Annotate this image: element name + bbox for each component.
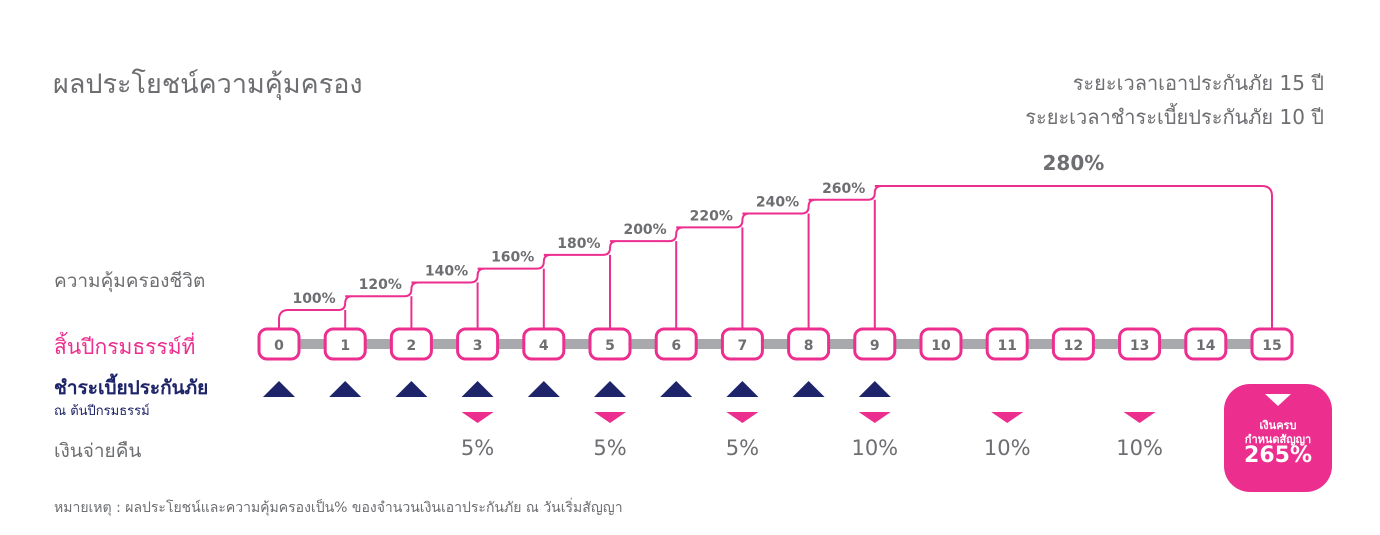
cashback-label: 10% — [1116, 436, 1163, 460]
year-box — [919, 327, 963, 361]
timeline-track — [279, 339, 1272, 349]
year-label: 1 — [340, 338, 350, 354]
year-label: 5 — [605, 338, 615, 354]
year-label: 15 — [1262, 338, 1281, 354]
coverage-label: 280% — [1043, 151, 1105, 175]
year-box — [1250, 327, 1294, 361]
coverage-step-line — [278, 185, 1273, 329]
year-label: 8 — [804, 338, 814, 354]
cashback-marker — [726, 412, 759, 423]
maturity-line1: เงินครบ — [1259, 419, 1297, 432]
maturity-value: 265% — [1244, 443, 1312, 468]
cashback-marker — [594, 412, 626, 423]
cashback-marker — [858, 412, 891, 423]
footnote: หมายเหตุ : ผลประโยชน์และความคุ้มครองเป็น… — [54, 500, 623, 516]
cashback-label: 10% — [984, 436, 1031, 460]
year-box — [1051, 327, 1095, 361]
premium-triangle — [594, 381, 626, 397]
coverage-label: 180% — [557, 236, 600, 252]
premium-sublabel: ณ ต้นปีกรมธรรม์ — [54, 404, 150, 419]
year-box — [522, 327, 566, 361]
year-label: 3 — [473, 338, 483, 354]
cashback-label: 5% — [726, 436, 759, 460]
year-label: 7 — [738, 338, 748, 354]
year-box — [588, 327, 632, 361]
premium-triangle — [792, 381, 825, 397]
year-box — [787, 327, 831, 361]
life-coverage-label: ความคุ้มครองชีวิต — [54, 270, 206, 292]
cashback-marker — [991, 412, 1024, 423]
year-box — [720, 327, 764, 361]
year-box — [853, 327, 897, 361]
year-box — [456, 327, 500, 361]
year-box — [654, 327, 698, 361]
premium-triangle — [660, 381, 693, 397]
coverage-label: 160% — [491, 250, 534, 266]
premium-triangle — [329, 381, 362, 397]
coverage-label: 140% — [425, 263, 468, 279]
year-label: 11 — [997, 338, 1016, 354]
year-label: 13 — [1130, 338, 1149, 354]
year-box — [389, 327, 433, 361]
year-box — [323, 327, 367, 361]
year-label: 0 — [274, 338, 284, 354]
premium-triangle — [461, 381, 494, 397]
premium-term: ระยะเวลาชำระเบี้ยประกันภัย 10 ปี — [1025, 105, 1324, 129]
year-box — [985, 327, 1029, 361]
coverage-label: 100% — [292, 291, 335, 307]
coverage-label: 200% — [623, 222, 666, 238]
year-label: 10 — [931, 338, 951, 354]
year-label: 14 — [1196, 338, 1216, 354]
year-label: 4 — [539, 338, 549, 354]
coverage-term: ระยะเวลาเอาประกันภัย 15 ปี — [1072, 71, 1324, 95]
cashback-marker — [1123, 412, 1156, 423]
year-box — [1118, 327, 1162, 361]
premium-triangle — [395, 381, 428, 397]
premium-triangle — [726, 381, 759, 397]
cashback-label: 5% — [461, 436, 494, 460]
coverage-label: 240% — [756, 195, 799, 211]
year-box — [257, 327, 301, 361]
premium-triangle — [527, 381, 560, 397]
cashback-marker — [461, 412, 494, 423]
cashback-label: 10% — [851, 436, 898, 460]
year-label: 9 — [870, 338, 880, 354]
premium-triangle — [858, 381, 891, 397]
year-label: 6 — [671, 338, 681, 354]
premium-label: ชำระเบี้ยประกันภัย — [54, 377, 209, 399]
coverage-label: 220% — [690, 208, 733, 224]
page-title: ผลประโยชน์ความคุ้มครอง — [53, 69, 363, 100]
cashback-label: 5% — [593, 436, 626, 460]
year-label: 12 — [1064, 338, 1083, 354]
policy-year-label: สิ้นปีกรมธรรม์ที่ — [54, 335, 196, 359]
coverage-label: 260% — [822, 181, 865, 197]
year-box — [1184, 327, 1228, 361]
maturity-badge: เงินครบ กำหนดสัญญา 265% — [1224, 384, 1332, 492]
maturity-line2: กำหนดสัญญา — [1244, 433, 1312, 446]
coverage-label: 120% — [359, 277, 402, 293]
maturity-arrow-icon — [1265, 394, 1291, 406]
year-label: 2 — [407, 338, 417, 354]
premium-triangle — [263, 381, 295, 397]
cashback-label: เงินจ่ายคืน — [54, 440, 142, 462]
